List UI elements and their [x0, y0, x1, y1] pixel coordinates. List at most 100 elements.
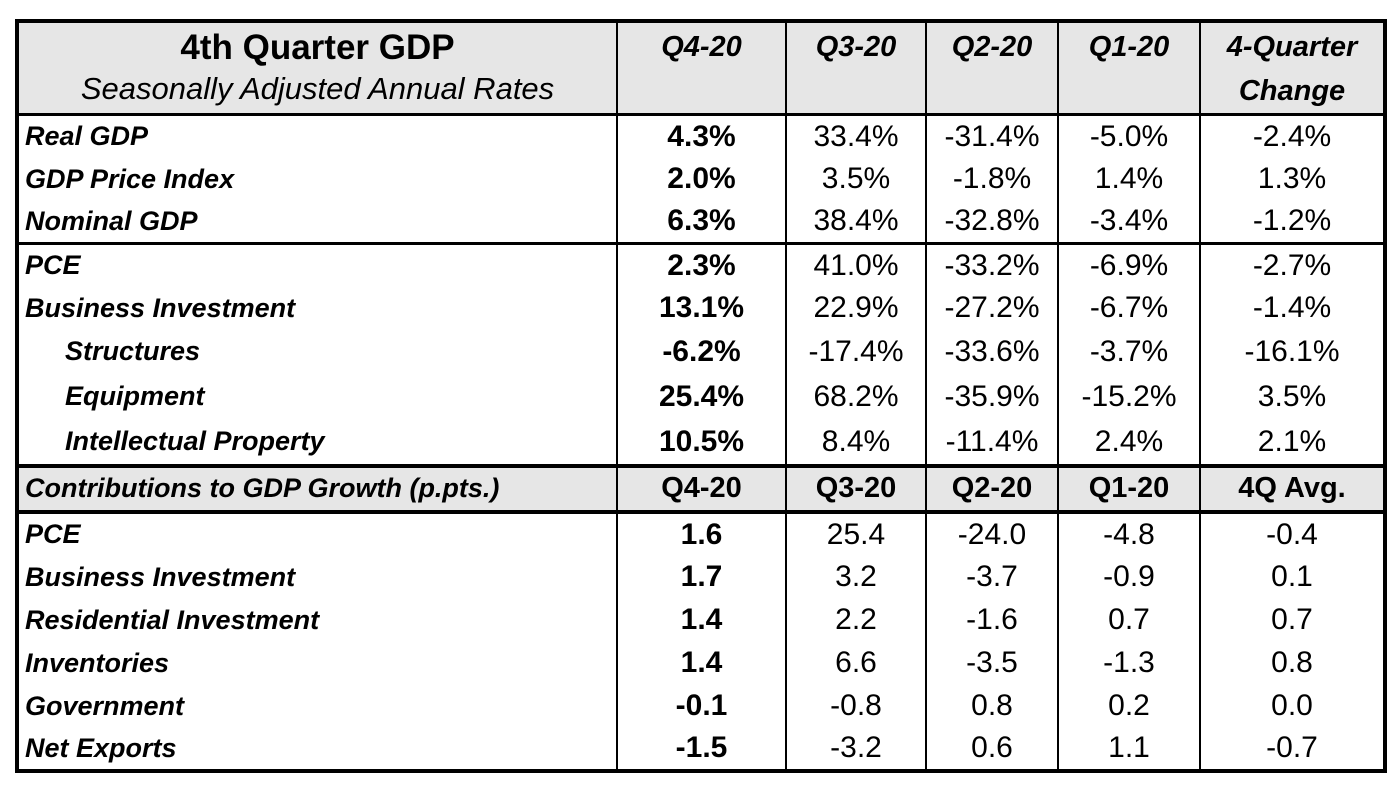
cell-value: -3.2	[785, 727, 926, 771]
row-label: Structures	[65, 336, 201, 366]
row-label: Business Investment	[25, 292, 296, 323]
cell-value: 6.3%	[616, 200, 786, 244]
cell-value: -1.8%	[925, 157, 1058, 201]
cell-value: 3.2	[785, 555, 926, 599]
cell-value: 0.1	[1199, 555, 1385, 599]
table-row: PCE 2.3% 41.0% -33.2% -6.9% -2.7%	[17, 242, 1385, 287]
cell-value: 25.4	[785, 511, 926, 556]
title-cell: 4th Quarter GDP Seasonally Adjusted Annu…	[17, 21, 617, 115]
cell-value: -17.4%	[785, 329, 926, 374]
table-row: Intellectual Property 10.5% 8.4% -11.4% …	[17, 419, 1385, 466]
cell-value: 68.2%	[785, 373, 926, 420]
table-row: PCE 1.6 25.4 -24.0 -4.8 -0.4	[17, 511, 1385, 556]
column-header-q3-20: Q3-20	[785, 21, 926, 115]
table-row: Net Exports -1.5 -3.2 0.6 1.1 -0.7	[17, 727, 1385, 771]
cell-value: 1.4	[616, 641, 786, 685]
column-header-q4-20: Q4-20	[616, 21, 786, 115]
cell-value: -15.2%	[1057, 373, 1200, 420]
cell-value: 22.9%	[785, 286, 926, 330]
cell-value: 1.3%	[1199, 157, 1385, 201]
table-row: Business Investment 1.7 3.2 -3.7 -0.9 0.…	[17, 555, 1385, 599]
cell-value: -32.8%	[925, 200, 1058, 244]
row-label: Nominal GDP	[25, 205, 198, 236]
table-row: Business Investment 13.1% 22.9% -27.2% -…	[17, 286, 1385, 330]
row-label: Equipment	[65, 381, 205, 411]
contrib-column-header-q1-20: Q1-20	[1057, 463, 1200, 514]
cell-value: -1.5	[616, 727, 786, 771]
cell-value: 0.8	[925, 684, 1058, 728]
cell-value: -2.7%	[1199, 242, 1385, 287]
cell-value: -31.4%	[925, 113, 1058, 158]
cell-value: 0.0	[1199, 684, 1385, 728]
cell-value: 0.2	[1057, 684, 1200, 728]
cell-value: -0.8	[785, 684, 926, 728]
table-title: 4th Quarter GDP	[180, 28, 455, 67]
column-header-4-quarter-change: 4-Quarter Change	[1199, 21, 1385, 115]
cell-value: 38.4%	[785, 200, 926, 244]
cell-value: 0.6	[925, 727, 1058, 771]
table-row: Residential Investment 1.4 2.2 -1.6 0.7 …	[17, 598, 1385, 642]
cell-value: 2.4%	[1057, 419, 1200, 466]
table-row: Equipment 25.4% 68.2% -35.9% -15.2% 3.5%	[17, 373, 1385, 420]
row-label: Real GDP	[17, 113, 617, 158]
cell-value: 1.4%	[1057, 157, 1200, 201]
cell-value: -1.6	[925, 598, 1058, 642]
cell-value: 2.1%	[1199, 419, 1385, 466]
contributions-title: Contributions to GDP Growth (p.pts.)	[17, 463, 617, 514]
column-header-q2-20: Q2-20	[925, 21, 1058, 115]
row-label: Business Investment	[25, 561, 296, 592]
cell-value: 0.7	[1199, 598, 1385, 642]
cell-value: 2.0%	[616, 157, 786, 201]
cell-value: -0.7	[1199, 727, 1385, 771]
cell-value: -11.4%	[925, 419, 1058, 466]
cell-value: -1.4%	[1199, 286, 1385, 330]
cell-value: 1.7	[616, 555, 786, 599]
cell-value: 2.3%	[616, 242, 786, 287]
row-label: PCE	[25, 519, 81, 549]
table-header: 4th Quarter GDP Seasonally Adjusted Annu…	[17, 21, 1385, 115]
cell-value: 3.5%	[785, 157, 926, 201]
table-row: Government -0.1 -0.8 0.8 0.2 0.0	[17, 684, 1385, 728]
cell-value: -0.9	[1057, 555, 1200, 599]
cell-value: 6.6	[785, 641, 926, 685]
contrib-column-header-q2-20: Q2-20	[925, 463, 1058, 514]
cell-value: -0.1	[616, 684, 786, 728]
table-row: GDP Price Index 2.0% 3.5% -1.8% 1.4% 1.3…	[17, 157, 1385, 201]
cell-value: 1.4	[616, 598, 786, 642]
cell-value: 10.5%	[616, 419, 786, 466]
cell-value: 41.0%	[785, 242, 926, 287]
cell-value: -35.9%	[925, 373, 1058, 420]
contributions-header: Contributions to GDP Growth (p.pts.) Q4-…	[17, 463, 1385, 514]
cell-value: -3.7	[925, 555, 1058, 599]
cell-value: 25.4%	[616, 373, 786, 420]
row-label: Government	[25, 690, 185, 721]
row-label: Intellectual Property	[65, 426, 325, 456]
table-row: Nominal GDP 6.3% 38.4% -32.8% -3.4% -1.2…	[17, 200, 1385, 244]
cell-value: 4.3%	[616, 113, 786, 158]
cell-value: 0.7	[1057, 598, 1200, 642]
row-label: Residential Investment	[25, 604, 320, 635]
row-label: PCE	[17, 242, 617, 287]
cell-value: -2.4%	[1199, 113, 1385, 158]
cell-value: -24.0	[925, 511, 1058, 556]
cell-value: 13.1%	[616, 286, 786, 330]
cell-value: -5.0%	[1057, 113, 1200, 158]
cell-value: -1.3	[1057, 641, 1200, 685]
cell-value: -33.6%	[925, 329, 1058, 374]
cell-value: 33.4%	[785, 113, 926, 158]
cell-value: -3.4%	[1057, 200, 1200, 244]
table-subtitle: Seasonally Adjusted Annual Rates	[80, 71, 555, 106]
gdp-table: 4th Quarter GDP Seasonally Adjusted Annu…	[15, 19, 1387, 773]
cell-value: -6.7%	[1057, 286, 1200, 330]
contrib-column-header-q3-20: Q3-20	[785, 463, 926, 514]
cell-value: 0.8	[1199, 641, 1385, 685]
cell-value: -3.7%	[1057, 329, 1200, 374]
cell-value: 1.1	[1057, 727, 1200, 771]
cell-value: -3.5	[925, 641, 1058, 685]
table-row: Real GDP 4.3% 33.4% -31.4% -5.0% -2.4%	[17, 113, 1385, 158]
cell-value: -6.9%	[1057, 242, 1200, 287]
cell-value: 8.4%	[785, 419, 926, 466]
cell-value: 1.6	[616, 511, 786, 556]
contrib-column-header-q4-20: Q4-20	[616, 463, 786, 514]
row-label: Inventories	[25, 647, 170, 678]
